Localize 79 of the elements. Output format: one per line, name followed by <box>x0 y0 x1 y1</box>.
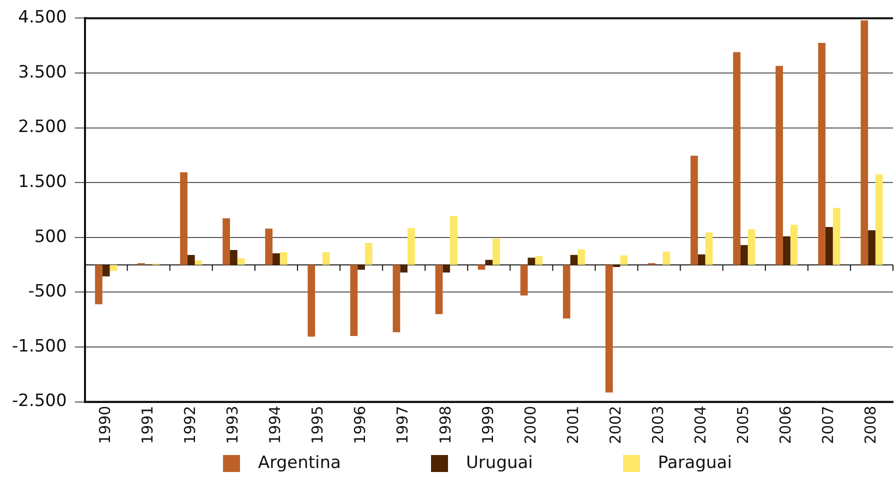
y-tick-label: -500 <box>28 282 67 302</box>
x-tick-label: 2006 <box>776 406 795 444</box>
bar <box>733 52 740 265</box>
bar <box>180 172 188 265</box>
x-tick-label: 1994 <box>266 406 284 444</box>
x-tick-label: 2004 <box>691 406 710 444</box>
bar <box>740 245 748 265</box>
y-tick-label: -2.500 <box>12 391 67 412</box>
bar <box>280 252 288 265</box>
legend-label: Argentina <box>258 453 341 473</box>
bar <box>237 258 245 265</box>
x-tick-label: 2005 <box>734 406 752 444</box>
x-tick-label: 1990 <box>96 406 114 444</box>
y-tick-label: -1.500 <box>12 336 67 356</box>
bar <box>520 264 528 296</box>
bar <box>562 264 570 319</box>
bar <box>578 249 586 265</box>
legend-label: Paraguai <box>658 453 732 473</box>
bar <box>272 253 280 265</box>
bar <box>364 242 372 265</box>
bar <box>875 174 883 265</box>
bar <box>698 254 706 265</box>
bar <box>605 264 613 393</box>
x-tick-label: 2007 <box>819 406 838 444</box>
x-tick-label: 1996 <box>351 406 370 444</box>
bar <box>535 256 542 265</box>
x-tick-label: 2000 <box>521 406 540 444</box>
bar <box>435 264 443 314</box>
y-tick-label: 2.500 <box>18 117 67 138</box>
bar <box>230 250 238 265</box>
bar <box>485 260 493 265</box>
bar <box>705 232 713 265</box>
x-tick-label: 1991 <box>138 406 156 444</box>
bar <box>492 238 500 265</box>
bar <box>528 258 536 265</box>
bar <box>570 254 578 265</box>
bar <box>748 229 756 265</box>
bar <box>442 264 450 272</box>
bar <box>662 252 670 265</box>
bar <box>832 208 840 265</box>
bar <box>860 20 868 265</box>
x-tick-label: 1998 <box>436 406 454 444</box>
y-tick-label: 1.500 <box>18 172 67 192</box>
legend-label: Uruguai <box>466 453 533 473</box>
bar <box>782 236 790 265</box>
bar <box>690 156 698 265</box>
bar <box>358 264 365 270</box>
x-tick-label: 2008 <box>862 406 880 444</box>
bar <box>392 264 400 332</box>
y-tick-label: 3.500 <box>18 62 67 82</box>
bar <box>826 227 833 265</box>
x-tick-label: 1997 <box>394 406 412 444</box>
x-tick-label: 1993 <box>224 406 242 444</box>
bar <box>400 264 408 272</box>
x-tick-label: 1992 <box>181 406 200 444</box>
bar <box>110 264 118 271</box>
bar <box>790 224 798 265</box>
bar <box>408 228 415 265</box>
bar <box>95 264 102 304</box>
bar <box>194 260 202 265</box>
bar <box>265 228 273 265</box>
x-tick-label: 2002 <box>606 406 624 444</box>
bar <box>322 252 330 265</box>
bar <box>620 256 628 265</box>
bar <box>776 66 783 265</box>
bar <box>350 264 358 336</box>
bar <box>818 42 826 265</box>
y-tick-label: 500 <box>34 226 67 247</box>
bar <box>868 230 876 265</box>
x-tick-label: 1999 <box>478 406 497 444</box>
x-tick-label: 2001 <box>564 406 582 444</box>
x-tick-label: 1995 <box>308 406 327 444</box>
bar <box>222 218 230 265</box>
y-tick-label: 4.500 <box>18 8 67 28</box>
x-tick-label: 2003 <box>648 406 667 444</box>
bar <box>102 264 110 276</box>
bar <box>187 254 195 265</box>
bar <box>308 264 316 337</box>
bar <box>450 216 458 265</box>
